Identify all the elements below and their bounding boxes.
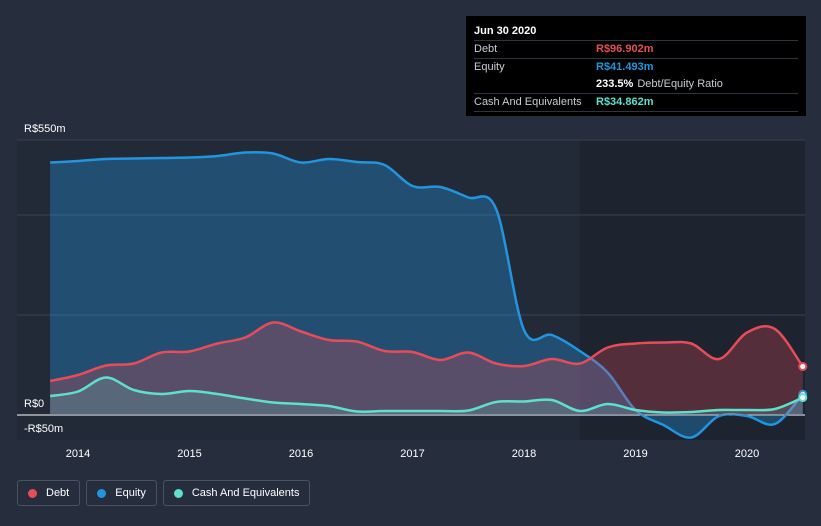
series-layer <box>49 150 808 439</box>
x-tick-label-2015: 2015 <box>177 448 201 460</box>
legend-item-cash[interactable]: Cash And Equivalents <box>162 480 311 506</box>
equity-line <box>50 150 804 439</box>
tooltip-row-cash: Cash And Equivalents R$34.862m <box>474 93 798 112</box>
tooltip-row-debt: Debt R$96.902m <box>474 40 798 58</box>
x-tick-label-2019: 2019 <box>623 448 647 460</box>
x-tick-label-2020: 2020 <box>735 448 759 460</box>
tooltip-cash-label: Cash And Equivalents <box>474 96 582 108</box>
x-tick-label-2018: 2018 <box>512 448 536 460</box>
legend-item-equity[interactable]: Equity <box>86 480 157 506</box>
tooltip-row-ratio: 233.5% Debt/Equity Ratio <box>474 76 798 93</box>
equity-area <box>50 152 803 438</box>
cash-and-equivalents-line <box>49 376 804 414</box>
tooltip-ratio-value: 233.5% <box>596 78 634 90</box>
legend-label-equity: Equity <box>115 487 146 499</box>
tooltip-ratio-label: Debt/Equity Ratio <box>637 78 723 90</box>
y-tick-label-max: R$550m <box>24 123 66 135</box>
history-shaded-region <box>17 140 580 440</box>
tooltip-debt-value: R$96.902m <box>596 43 654 55</box>
tooltip-cash-value: R$34.862m <box>596 96 654 108</box>
legend-label-debt: Debt <box>46 487 70 499</box>
tooltip-debt-label: Debt <box>474 43 498 55</box>
y-tick-label-min: -R$50m <box>24 423 64 435</box>
debt-area <box>50 322 803 415</box>
debt-latest-point[interactable] <box>798 362 808 372</box>
data-tooltip: Jun 30 2020 Debt R$96.902m Equity R$41.4… <box>466 16 806 116</box>
tooltip-row-equity: Equity R$41.493m <box>474 58 798 76</box>
legend-label-cash: Cash And Equivalents <box>191 487 300 499</box>
x-axis: 2014 2015 2016 2017 2018 2019 2020 <box>66 448 759 460</box>
tooltip-ratio-spacer <box>474 76 596 93</box>
x-tick-label-2014: 2014 <box>66 448 90 460</box>
x-tick-label-2017: 2017 <box>400 448 424 460</box>
debt-dot-icon <box>28 488 37 498</box>
tooltip-equity-label: Equity <box>474 61 505 73</box>
y-tick-label-zero: R$0 <box>24 398 45 410</box>
equity-dot-icon <box>97 488 107 498</box>
x-tick-label-2016: 2016 <box>289 448 313 460</box>
tooltip-equity-value: R$41.493m <box>596 61 654 73</box>
legend: Debt Equity Cash And Equivalents <box>17 480 311 506</box>
debt-line <box>49 321 804 383</box>
legend-item-debt[interactable]: Debt <box>17 480 81 506</box>
tooltip-date: Jun 30 2020 <box>474 25 537 37</box>
cash-dot-icon <box>173 488 183 498</box>
cash-and-equivalents-latest-point[interactable] <box>798 393 808 403</box>
gridlines <box>17 139 805 416</box>
